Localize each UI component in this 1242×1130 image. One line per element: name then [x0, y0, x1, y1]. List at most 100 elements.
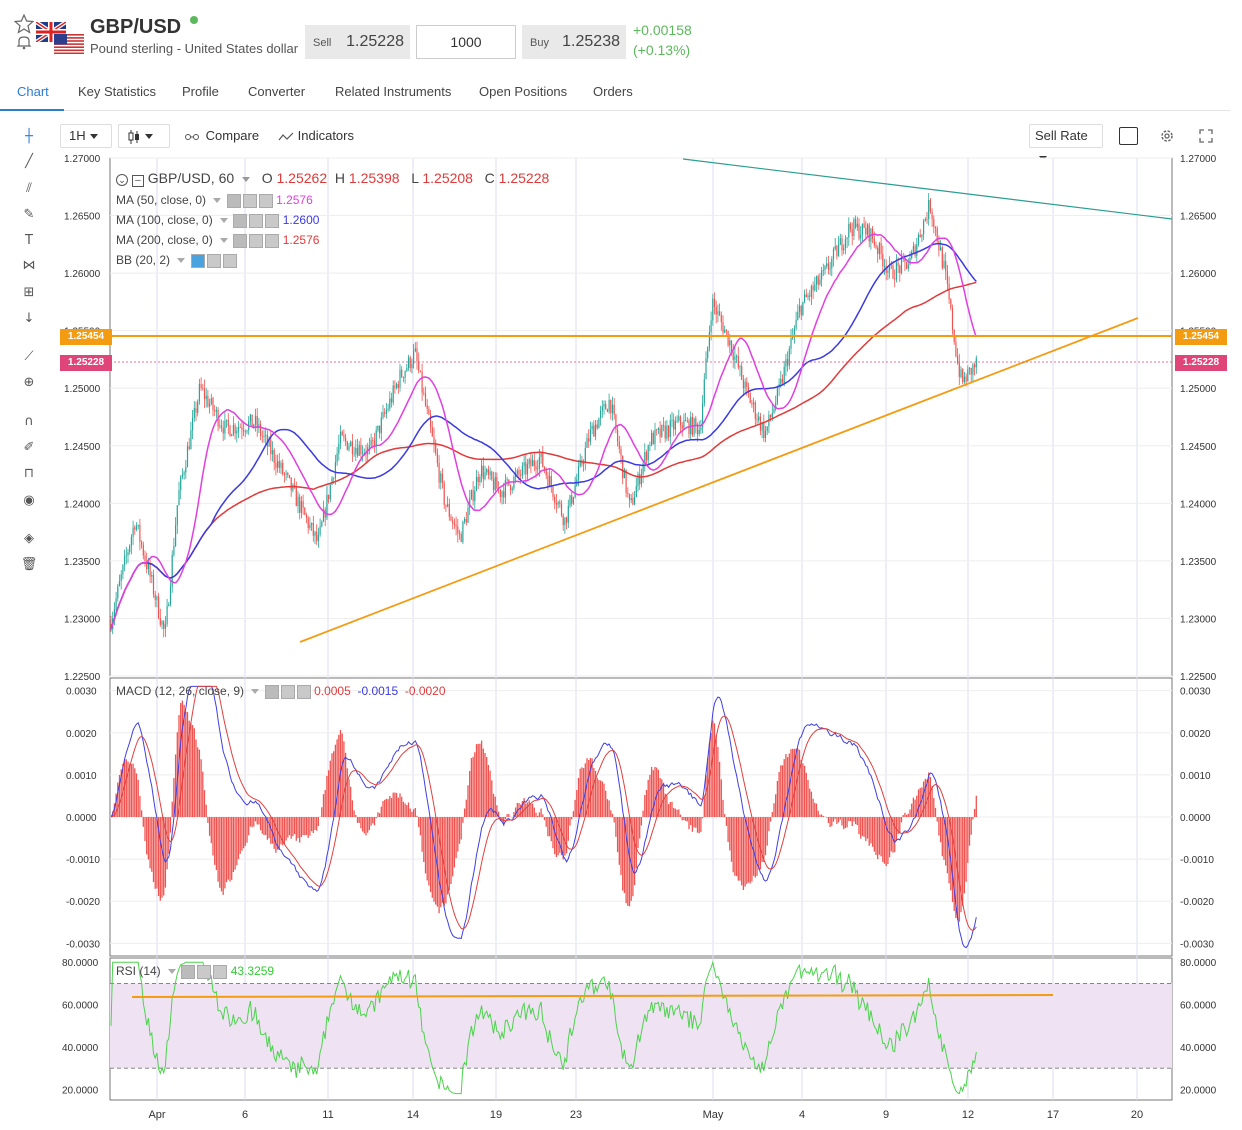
fullscreen-window-icon[interactable] [1119, 127, 1138, 145]
y-tick-label: 1.26500 [1180, 212, 1217, 223]
arrow-down-icon[interactable]: ↓ [23, 311, 35, 326]
candle-body [345, 437, 347, 442]
magnet-icon[interactable]: ∩ [24, 414, 34, 429]
candle-body [535, 465, 537, 470]
x-tick-label: 12 [962, 1109, 974, 1121]
candle-body [236, 430, 238, 434]
zoom-icon[interactable]: ⊕ [23, 375, 35, 390]
ruler-icon[interactable]: ⟋ [24, 349, 34, 364]
chevron-down-icon[interactable] [213, 198, 222, 204]
candle-body [642, 463, 644, 475]
candle-body [350, 441, 352, 447]
gear-icon[interactable] [249, 233, 264, 248]
candle-body [389, 398, 391, 409]
trend-line-icon[interactable]: ╱ [25, 154, 33, 169]
candle-body [742, 379, 744, 389]
chevron-down-icon[interactable] [242, 176, 251, 182]
crosshair-icon[interactable]: ┼ [25, 129, 33, 144]
expand-icon[interactable] [1199, 129, 1213, 143]
minimize-icon[interactable]: – [131, 175, 144, 187]
indicators-button[interactable]: Indicators [278, 128, 354, 143]
tab-orders[interactable]: Orders [593, 84, 633, 99]
pattern-icon[interactable]: ⋈ [22, 258, 36, 273]
collapse-icon[interactable]: ⌄ [116, 174, 128, 186]
alert-bell-icon[interactable] [16, 34, 32, 50]
buy-button[interactable]: Buy 1.25238 [522, 25, 626, 59]
text-icon[interactable]: T [25, 233, 33, 248]
candle-body [946, 271, 948, 284]
candle-body [317, 534, 319, 541]
brush-icon[interactable]: ✎ [23, 207, 35, 222]
close-icon[interactable] [213, 964, 228, 979]
tab-open-positions[interactable]: Open Positions [479, 84, 568, 99]
candle-body [321, 521, 323, 527]
candle-body [836, 245, 838, 257]
candle-body [895, 262, 897, 280]
gear-icon[interactable] [249, 213, 264, 228]
candle-body [753, 402, 755, 405]
tab-related-instruments[interactable]: Related Instruments [335, 84, 452, 99]
gear-icon[interactable] [206, 253, 221, 268]
eye-icon[interactable] [190, 253, 205, 268]
close-icon[interactable] [265, 233, 280, 248]
candle-body [348, 446, 350, 450]
eye-icon[interactable] [233, 233, 248, 248]
fib-icon[interactable]: ⫽ [26, 181, 32, 196]
rate-select[interactable]: Sell Rate [1029, 124, 1103, 162]
chevron-down-icon[interactable] [177, 258, 186, 264]
candle-body [173, 545, 175, 555]
chevron-down-icon[interactable] [251, 689, 260, 695]
price-change-abs: +0.00158 [633, 22, 692, 38]
high-value: 1.25398 [348, 170, 400, 186]
close-icon[interactable] [258, 193, 273, 208]
close-icon[interactable] [222, 253, 237, 268]
x-tick-label: 6 [242, 1109, 248, 1121]
candle-body [496, 477, 498, 489]
price-chart[interactable]: Apr 6 11 14 19 23 May 4 9 12 17 20 1.27000 1.27000 1.2… [0, 150, 1242, 1130]
candle-body [137, 524, 139, 527]
candle-body [282, 462, 284, 475]
candle-body [882, 254, 884, 267]
close-icon[interactable] [265, 213, 280, 228]
interval-select[interactable]: 1H [60, 124, 112, 148]
trash-icon[interactable]: 🗑 [20, 557, 38, 572]
chart-type-select[interactable] [118, 124, 170, 148]
tab-chart[interactable]: Chart [17, 84, 49, 99]
eye-icon[interactable] [181, 964, 196, 979]
measure-icon[interactable]: ⊞ [23, 285, 35, 300]
candle-body [499, 489, 501, 497]
eye-icon[interactable] [226, 193, 241, 208]
eye-icon[interactable] [233, 213, 248, 228]
compare-button[interactable]: Compare [184, 128, 259, 143]
lock-draw-icon[interactable]: ✐ [23, 440, 35, 455]
close-icon[interactable] [296, 684, 311, 699]
lock-icon[interactable]: ⊓ [23, 466, 35, 481]
quantity-input[interactable]: 1000 [416, 25, 516, 59]
tab-converter[interactable]: Converter [248, 84, 306, 99]
eye-icon[interactable] [264, 684, 279, 699]
layers-icon[interactable]: ◈ [24, 531, 34, 546]
candle-body [292, 484, 294, 491]
gear-icon[interactable] [280, 684, 295, 699]
chevron-down-icon[interactable] [220, 238, 229, 244]
gear-icon[interactable] [242, 193, 257, 208]
y-tick-label: 1.27000 [1180, 154, 1217, 165]
candle-body [846, 237, 848, 240]
candle-body [227, 419, 229, 427]
gear-icon[interactable] [197, 964, 212, 979]
sell-button[interactable]: Sell 1.25228 [305, 25, 410, 59]
candle-body [472, 490, 474, 502]
candle-body [625, 469, 627, 493]
candle-body [353, 453, 355, 455]
star-icon[interactable] [14, 14, 34, 34]
tab-profile[interactable]: Profile [182, 84, 219, 99]
tab-key-statistics[interactable]: Key Statistics [78, 84, 157, 99]
candle-body [941, 247, 943, 268]
settings-gear-icon[interactable] [1159, 128, 1175, 144]
candle-body [618, 441, 620, 449]
chevron-down-icon[interactable] [220, 218, 229, 224]
eye-icon[interactable]: ◉ [23, 493, 35, 508]
candle-body [657, 428, 659, 431]
candle-body [542, 452, 544, 467]
chevron-down-icon[interactable] [168, 969, 177, 975]
